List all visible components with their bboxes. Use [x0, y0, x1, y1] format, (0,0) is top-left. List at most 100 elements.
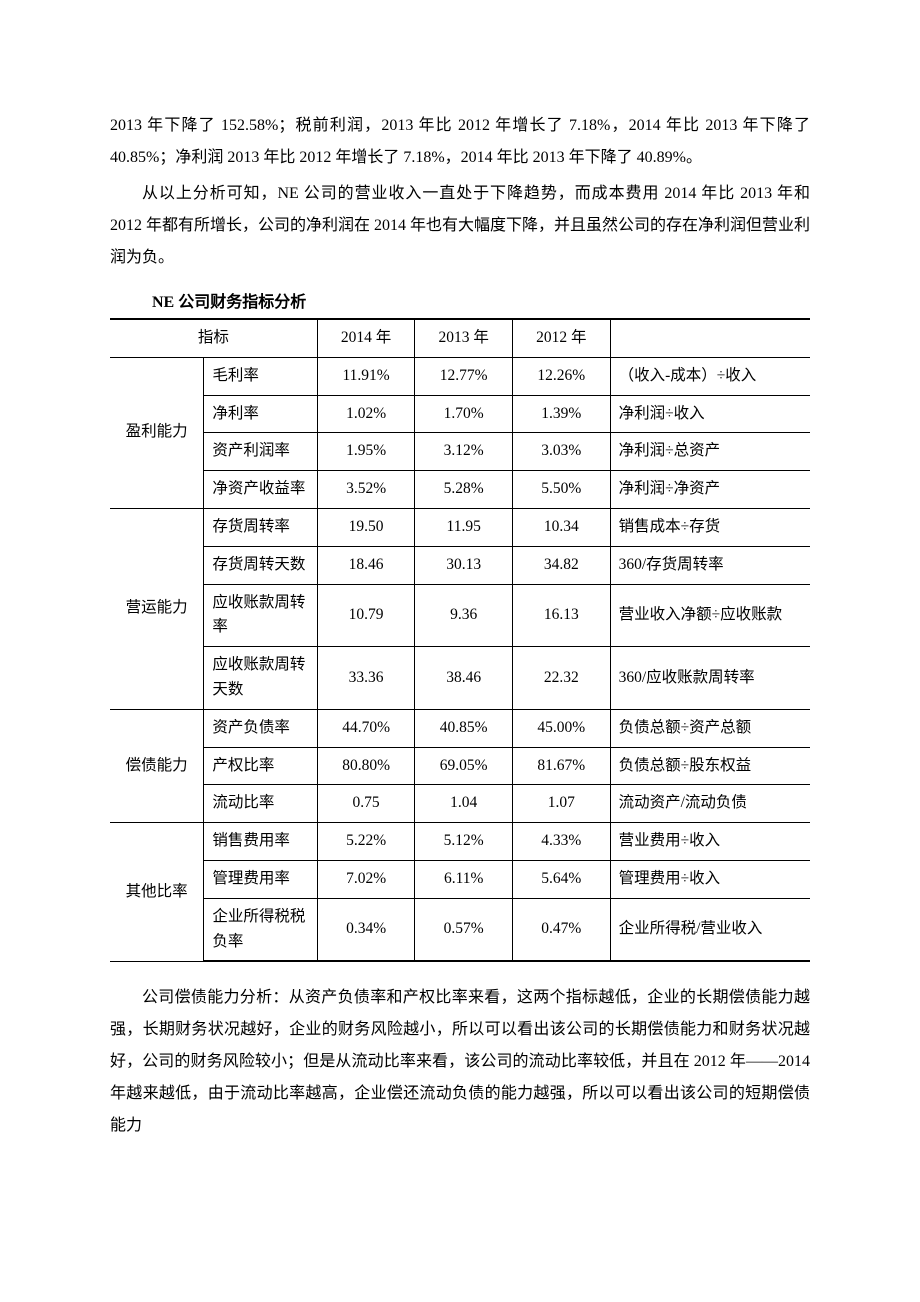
metric-name: 产权比率 — [204, 747, 318, 785]
metric-name: 存货周转率 — [204, 508, 318, 546]
metric-name: 销售费用率 — [204, 823, 318, 861]
formula-cell: 负债总额÷股东权益 — [610, 747, 810, 785]
cell: 11.91% — [317, 357, 415, 395]
cell: 3.12% — [415, 433, 513, 471]
cell: 1.95% — [317, 433, 415, 471]
cell: 1.04 — [415, 785, 513, 823]
formula-cell: （收入-成本）÷收入 — [610, 357, 810, 395]
paragraph-2: 从以上分析可知，NE 公司的营业收入一直处于下降趋势，而成本费用 2014 年比… — [110, 178, 810, 274]
metric-name: 应收账款周转率 — [204, 584, 318, 647]
metric-name: 资产负债率 — [204, 709, 318, 747]
cell: 0.47% — [512, 898, 610, 961]
header-2012: 2012 年 — [512, 319, 610, 357]
cell: 38.46 — [415, 647, 513, 710]
table-row: 营运能力 存货周转率 19.50 11.95 10.34 销售成本÷存货 — [110, 508, 810, 546]
header-formula — [610, 319, 810, 357]
cell: 12.26% — [512, 357, 610, 395]
formula-cell: 流动资产/流动负债 — [610, 785, 810, 823]
cell: 22.32 — [512, 647, 610, 710]
cell: 1.70% — [415, 395, 513, 433]
category-cell: 其他比率 — [110, 823, 204, 962]
table-row: 净资产收益率 3.52% 5.28% 5.50% 净利润÷净资产 — [110, 471, 810, 509]
cell: 69.05% — [415, 747, 513, 785]
table-row: 流动比率 0.75 1.04 1.07 流动资产/流动负债 — [110, 785, 810, 823]
cell: 0.75 — [317, 785, 415, 823]
formula-cell: 营业费用÷收入 — [610, 823, 810, 861]
cell: 30.13 — [415, 546, 513, 584]
paragraph-3: 公司偿债能力分析：从资产负债率和产权比率来看，这两个指标越低，企业的长期偿债能力… — [110, 982, 810, 1142]
cell: 12.77% — [415, 357, 513, 395]
formula-cell: 负债总额÷资产总额 — [610, 709, 810, 747]
cell: 4.33% — [512, 823, 610, 861]
formula-cell: 营业收入净额÷应收账款 — [610, 584, 810, 647]
table-row: 盈利能力 毛利率 11.91% 12.77% 12.26% （收入-成本）÷收入 — [110, 357, 810, 395]
table-row: 应收账款周转率 10.79 9.36 16.13 营业收入净额÷应收账款 — [110, 584, 810, 647]
metric-name: 毛利率 — [204, 357, 318, 395]
category-cell: 偿债能力 — [110, 709, 204, 822]
cell: 10.34 — [512, 508, 610, 546]
cell: 1.07 — [512, 785, 610, 823]
header-2013: 2013 年 — [415, 319, 513, 357]
table-row: 管理费用率 7.02% 6.11% 5.64% 管理费用÷收入 — [110, 860, 810, 898]
category-cell: 营运能力 — [110, 508, 204, 709]
cell: 7.02% — [317, 860, 415, 898]
table-row: 偿债能力 资产负债率 44.70% 40.85% 45.00% 负债总额÷资产总… — [110, 709, 810, 747]
cell: 19.50 — [317, 508, 415, 546]
category-cell: 盈利能力 — [110, 357, 204, 508]
document-page: 2013 年下降了 152.58%；税前利润，2013 年比 2012 年增长了… — [0, 0, 920, 1206]
formula-cell: 360/存货周转率 — [610, 546, 810, 584]
header-metric: 指标 — [110, 319, 317, 357]
cell: 3.52% — [317, 471, 415, 509]
formula-cell: 净利润÷净资产 — [610, 471, 810, 509]
cell: 5.28% — [415, 471, 513, 509]
metric-name: 应收账款周转天数 — [204, 647, 318, 710]
cell: 18.46 — [317, 546, 415, 584]
formula-cell: 净利润÷总资产 — [610, 433, 810, 471]
table-row: 企业所得税税负率 0.34% 0.57% 0.47% 企业所得税/营业收入 — [110, 898, 810, 961]
metric-name: 企业所得税税负率 — [204, 898, 318, 961]
metric-name: 存货周转天数 — [204, 546, 318, 584]
metric-name: 资产利润率 — [204, 433, 318, 471]
formula-cell: 360/应收账款周转率 — [610, 647, 810, 710]
cell: 45.00% — [512, 709, 610, 747]
cell: 81.67% — [512, 747, 610, 785]
formula-cell: 净利润÷收入 — [610, 395, 810, 433]
table-header-row: 指标 2014 年 2013 年 2012 年 — [110, 319, 810, 357]
metric-name: 净利率 — [204, 395, 318, 433]
table-row: 应收账款周转天数 33.36 38.46 22.32 360/应收账款周转率 — [110, 647, 810, 710]
cell: 6.11% — [415, 860, 513, 898]
cell: 44.70% — [317, 709, 415, 747]
table-row: 存货周转天数 18.46 30.13 34.82 360/存货周转率 — [110, 546, 810, 584]
cell: 34.82 — [512, 546, 610, 584]
table-row: 产权比率 80.80% 69.05% 81.67% 负债总额÷股东权益 — [110, 747, 810, 785]
cell: 40.85% — [415, 709, 513, 747]
cell: 5.64% — [512, 860, 610, 898]
cell: 80.80% — [317, 747, 415, 785]
cell: 5.12% — [415, 823, 513, 861]
formula-cell: 管理费用÷收入 — [610, 860, 810, 898]
cell: 3.03% — [512, 433, 610, 471]
paragraph-1: 2013 年下降了 152.58%；税前利润，2013 年比 2012 年增长了… — [110, 110, 810, 174]
cell: 9.36 — [415, 584, 513, 647]
formula-cell: 企业所得税/营业收入 — [610, 898, 810, 961]
table-row: 净利率 1.02% 1.70% 1.39% 净利润÷收入 — [110, 395, 810, 433]
table-row: 其他比率 销售费用率 5.22% 5.12% 4.33% 营业费用÷收入 — [110, 823, 810, 861]
cell: 5.22% — [317, 823, 415, 861]
table-row: 资产利润率 1.95% 3.12% 3.03% 净利润÷总资产 — [110, 433, 810, 471]
header-2014: 2014 年 — [317, 319, 415, 357]
cell: 16.13 — [512, 584, 610, 647]
cell: 1.39% — [512, 395, 610, 433]
cell: 5.50% — [512, 471, 610, 509]
cell: 0.34% — [317, 898, 415, 961]
cell: 10.79 — [317, 584, 415, 647]
table-title: NE 公司财务指标分析 — [152, 288, 810, 312]
formula-cell: 销售成本÷存货 — [610, 508, 810, 546]
cell: 0.57% — [415, 898, 513, 961]
cell: 11.95 — [415, 508, 513, 546]
financial-indicator-table: 指标 2014 年 2013 年 2012 年 盈利能力 毛利率 11.91% … — [110, 318, 810, 962]
cell: 1.02% — [317, 395, 415, 433]
metric-name: 管理费用率 — [204, 860, 318, 898]
cell: 33.36 — [317, 647, 415, 710]
metric-name: 净资产收益率 — [204, 471, 318, 509]
metric-name: 流动比率 — [204, 785, 318, 823]
